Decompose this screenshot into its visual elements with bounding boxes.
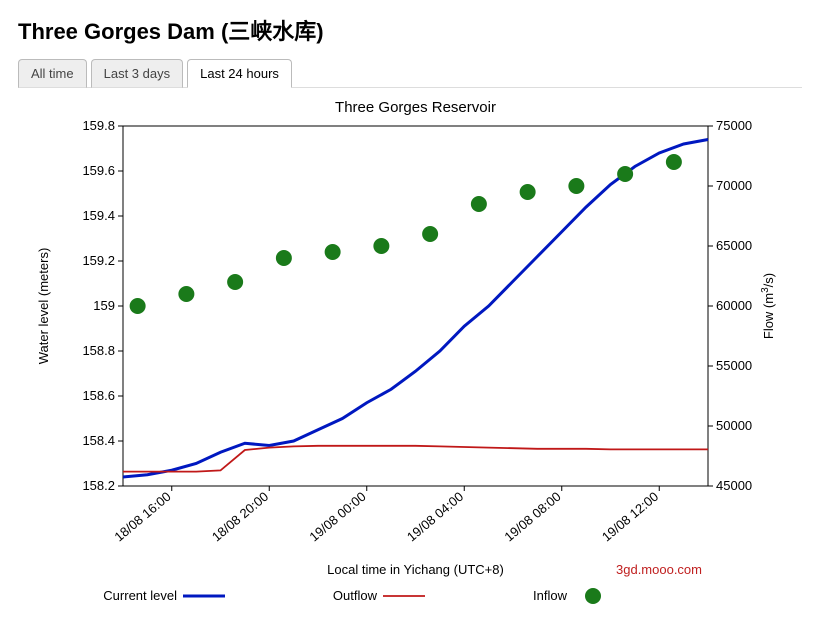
x-label: Local time in Yichang (UTC+8) <box>327 562 504 577</box>
series-inflow-point <box>568 178 584 194</box>
series-inflow-point <box>520 184 536 200</box>
series-inflow-point <box>666 154 682 170</box>
yright-tick: 45000 <box>716 478 752 493</box>
yleft-label: Water level (meters) <box>36 248 51 365</box>
tab-last-3-days[interactable]: Last 3 days <box>91 59 184 88</box>
chart-title: Three Gorges Reservoir <box>335 99 496 116</box>
series-inflow-point <box>325 244 341 260</box>
x-tick: 19/08 00:00 <box>306 489 368 545</box>
yleft-tick: 158.4 <box>82 433 115 448</box>
series-inflow-point <box>227 274 243 290</box>
series-inflow-point <box>178 286 194 302</box>
yleft-tick: 158.8 <box>82 343 115 358</box>
series-inflow-point <box>373 238 389 254</box>
legend-label-level: Current level <box>103 588 177 603</box>
yright-tick: 50000 <box>716 418 752 433</box>
yleft-tick: 158.2 <box>82 478 115 493</box>
series-current-level <box>123 140 708 478</box>
page-title: Three Gorges Dam (三峡水库) <box>18 14 802 46</box>
yright-tick: 70000 <box>716 178 752 193</box>
x-tick: 19/08 04:00 <box>404 489 466 545</box>
series-inflow-point <box>422 226 438 242</box>
yleft-tick: 158.6 <box>82 388 115 403</box>
yleft-tick: 159.2 <box>82 253 115 268</box>
yright-tick: 75000 <box>716 118 752 133</box>
series-inflow-point <box>276 250 292 266</box>
series-inflow-point <box>617 166 633 182</box>
reservoir-chart: Three Gorges Reservoir 158.2 158.4 158.6 158… <box>28 96 788 626</box>
yright-tick: 60000 <box>716 298 752 313</box>
legend-label-outflow: Outflow <box>333 588 378 603</box>
chart-container: Three Gorges Reservoir 158.2 158.4 158.6 158… <box>28 96 808 626</box>
series-inflow-point <box>471 196 487 212</box>
x-tick: 18/08 16:00 <box>111 489 173 545</box>
yleft-tick: 159 <box>93 298 115 313</box>
x-tick: 19/08 08:00 <box>501 489 563 545</box>
yleft-tick: 159.4 <box>82 208 115 223</box>
tabs-bar: All time Last 3 days Last 24 hours <box>18 58 802 88</box>
yright-tick: 55000 <box>716 358 752 373</box>
series-outflow <box>123 446 708 472</box>
watermark: 3gd.mooo.com <box>616 562 702 577</box>
tab-last-24-hours[interactable]: Last 24 hours <box>187 59 292 88</box>
yright-label: Flow (m3/s) <box>760 273 777 339</box>
yleft-tick: 159.8 <box>82 118 115 133</box>
x-tick: 18/08 20:00 <box>209 489 271 545</box>
legend-swatch-inflow <box>585 588 601 604</box>
yleft-tick: 159.6 <box>82 163 115 178</box>
yright-tick: 65000 <box>716 238 752 253</box>
tab-all-time[interactable]: All time <box>18 59 87 88</box>
legend-label-inflow: Inflow <box>533 588 568 603</box>
x-tick: 19/08 12:00 <box>599 489 661 545</box>
series-inflow-point <box>130 298 146 314</box>
